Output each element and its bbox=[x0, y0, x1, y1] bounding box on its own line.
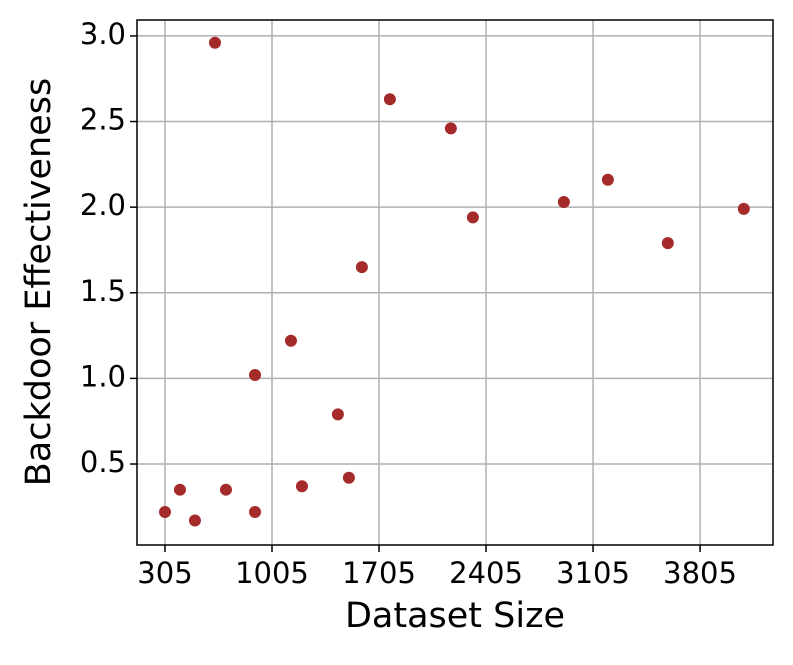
point bbox=[331, 408, 344, 421]
plot-frame bbox=[136, 19, 774, 546]
point bbox=[295, 480, 308, 493]
point bbox=[249, 368, 262, 381]
point bbox=[158, 505, 171, 518]
point bbox=[557, 196, 570, 209]
point bbox=[249, 505, 262, 518]
point bbox=[188, 514, 201, 527]
y-tick-label: 2.5 bbox=[80, 103, 126, 137]
point bbox=[284, 334, 297, 347]
y-tick-label: 1.5 bbox=[80, 274, 126, 308]
x-tick-label: 3105 bbox=[556, 556, 630, 590]
y-tick-label: 0.5 bbox=[80, 445, 126, 479]
point bbox=[342, 471, 355, 484]
x-tick-label: 2405 bbox=[449, 556, 523, 590]
x-tick-label: 1005 bbox=[235, 556, 309, 590]
y-tick-label: 2.0 bbox=[80, 188, 126, 222]
point bbox=[601, 173, 614, 186]
y-tick-label: 3.0 bbox=[80, 17, 126, 51]
point bbox=[661, 237, 674, 250]
x-tick-label: 1705 bbox=[342, 556, 416, 590]
point bbox=[173, 483, 186, 496]
y-tick-label: 1.0 bbox=[80, 359, 126, 393]
x-tick-label: 3805 bbox=[663, 556, 737, 590]
point bbox=[208, 36, 221, 49]
point bbox=[355, 261, 368, 274]
point bbox=[737, 202, 750, 215]
point bbox=[383, 93, 396, 106]
x-axis-label: Dataset Size bbox=[345, 596, 565, 636]
point bbox=[219, 483, 232, 496]
x-tick-label: 305 bbox=[137, 556, 192, 590]
y-axis-label: Backdoor Effectiveness bbox=[19, 78, 59, 486]
point bbox=[444, 122, 457, 135]
point bbox=[466, 211, 479, 224]
